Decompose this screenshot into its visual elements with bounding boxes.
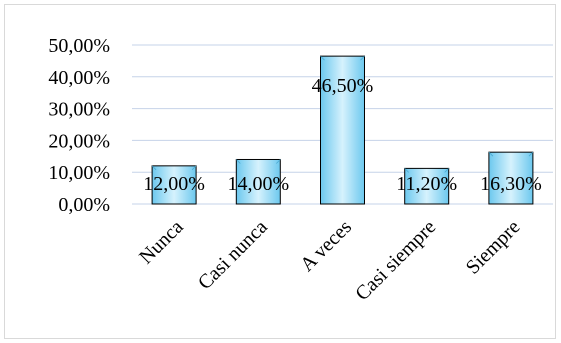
data-label: 14,00%: [227, 173, 289, 195]
bar-bevel: [360, 55, 365, 61]
bar-bevel: [320, 55, 325, 61]
data-label: 12,00%: [143, 173, 205, 195]
data-label: 16,30%: [480, 173, 542, 195]
bar-bevel: [276, 159, 281, 164]
bar-casi-siempre: [404, 167, 450, 205]
bar-rect: [488, 151, 534, 205]
category-label: Casi nunca: [194, 216, 272, 294]
y-tick-label: 50,00%: [48, 35, 110, 57]
y-tick-label: 0,00%: [58, 194, 110, 216]
bar-a-veces: [320, 55, 365, 205]
bar-casi-nunca: [235, 158, 281, 205]
bar-rect: [235, 158, 281, 205]
bars: [151, 55, 534, 205]
bar-bevel: [488, 151, 494, 157]
category-label: A veces: [296, 216, 356, 276]
y-tick-label: 40,00%: [48, 67, 110, 89]
bar-rect: [151, 165, 197, 205]
y-tick-label: 30,00%: [48, 99, 110, 121]
y-tick-label: 20,00%: [48, 130, 110, 152]
data-label: 11,20%: [396, 173, 457, 195]
y-tick-label: 10,00%: [48, 162, 110, 184]
y-axis-tick-labels: 0,00% 10,00% 20,00% 30,00% 40,00% 50,00%: [48, 35, 110, 216]
category-label: Casi siempre: [351, 216, 440, 305]
bar-nunca: [151, 165, 197, 205]
bar-bevel: [191, 165, 197, 171]
bar-bevel: [404, 168, 409, 173]
bar-bevel: [528, 151, 534, 157]
category-label: Siempre: [462, 216, 525, 279]
bar-rect: [320, 55, 365, 205]
bar-bevel: [151, 165, 157, 171]
category-label: Nunca: [135, 216, 188, 269]
bar-siempre: [488, 151, 534, 205]
bar-rect: [404, 167, 450, 205]
bar-bevel: [444, 168, 449, 173]
data-labels: 12,00% 14,00% 46,50% 11,20% 16,30%: [143, 75, 541, 195]
data-label: 46,50%: [312, 75, 374, 97]
bar-bevel: [236, 159, 241, 164]
